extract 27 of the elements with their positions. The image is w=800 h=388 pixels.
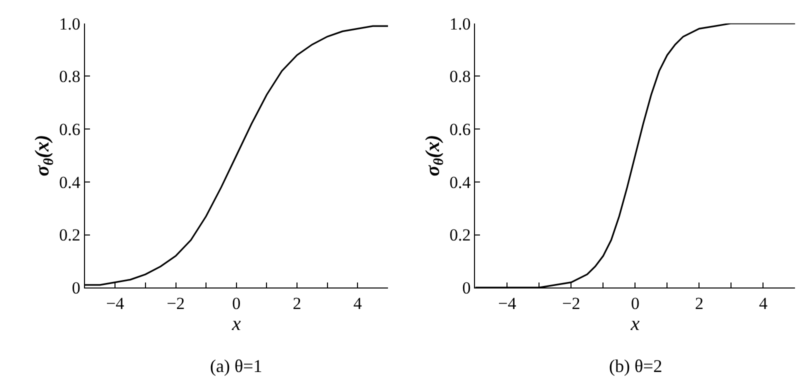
x-axis-title: x xyxy=(230,312,241,335)
y-tick-label: 0 xyxy=(462,278,471,298)
y-tick-label: 0.8 xyxy=(59,67,80,86)
y-tick-label: 0.6 xyxy=(450,120,471,140)
y-tick-label: 0.4 xyxy=(59,172,81,192)
y-tick-label: 0.6 xyxy=(59,120,80,140)
text: (b) θ=2 xyxy=(609,356,662,376)
text: (a) θ=1 xyxy=(210,356,262,376)
y-tick-label: 0 xyxy=(72,278,80,298)
x-tick-label: −4 xyxy=(498,294,517,313)
y-tick-label: 0.8 xyxy=(450,67,471,86)
x-tick-label: 4 xyxy=(758,294,768,313)
x-tick-label: 0 xyxy=(232,294,241,313)
x-tick-label: 4 xyxy=(353,294,362,313)
x-tick-label: 2 xyxy=(694,294,704,313)
y-tick-label: 1.0 xyxy=(59,14,80,34)
y-tick-label: 0.2 xyxy=(59,226,80,245)
x-tick-label: 2 xyxy=(292,294,302,313)
x-tick-label: −2 xyxy=(166,294,185,313)
y-tick-label: 0.4 xyxy=(450,172,472,192)
line-series xyxy=(84,25,388,286)
x-tick-label: 0 xyxy=(630,294,640,313)
y-tick-label: 1.0 xyxy=(450,14,471,34)
x-tick-label: −2 xyxy=(562,294,580,313)
x-axis-title: x xyxy=(630,312,640,335)
y-tick-label: 0.2 xyxy=(450,226,471,245)
x-tick-label: −4 xyxy=(106,294,125,313)
